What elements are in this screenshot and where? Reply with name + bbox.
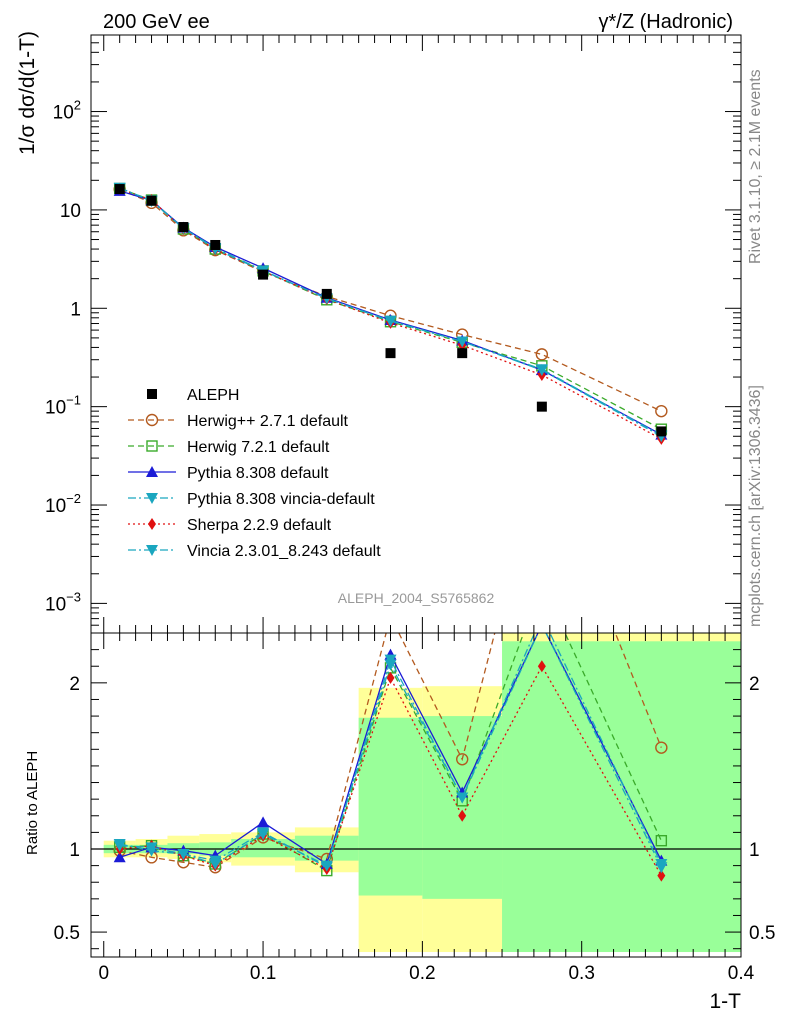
ratio-point: [657, 869, 666, 882]
mc-point: [456, 336, 469, 348]
watermark: ALEPH_2004_S5765862: [338, 590, 495, 606]
ratio-line: [119, 664, 662, 876]
mc-point: [384, 316, 397, 328]
x-tick-label: 0: [98, 963, 109, 984]
ratio-line: [119, 633, 662, 866]
ratio-point: [384, 659, 397, 671]
ratio-point: [655, 741, 668, 754]
legend-marker: [145, 413, 159, 427]
ratio-panel: 0.5 0.5 1 1 2 2 0 0.1 0.2 0.3 0.4 1-T Ratio to ALEPH: [24, 632, 775, 1013]
y-tick-label: 10−2: [45, 491, 81, 517]
side-text-bottom: mcplots.cern.ch [arXiv:1306.3436]: [747, 385, 764, 627]
legend-marker: [146, 545, 158, 556]
data-point: [656, 426, 667, 437]
y-tick-exponent: −2: [66, 491, 81, 506]
mc-point: [535, 348, 549, 361]
y-tick-label: 1: [70, 299, 81, 320]
data-point: [536, 401, 547, 412]
ratio-point: [257, 829, 270, 841]
y-tick-label: 10: [60, 201, 81, 222]
stat-uncertainty-band: [358, 717, 423, 896]
data-point: [146, 195, 157, 206]
legend-label: Pythia 8.308 default: [187, 465, 329, 482]
legend-marker: [146, 466, 158, 477]
legend-marker: [146, 493, 158, 504]
ratio-content: [91, 633, 741, 953]
legend-label: Pythia 8.308 vincia-default: [187, 491, 375, 508]
legend-marker: [147, 389, 157, 399]
data-point: [210, 239, 221, 250]
ratio-point: [537, 660, 546, 673]
y-tick-exponent: −3: [66, 589, 81, 604]
legend-label: Herwig 7.2.1 default: [187, 439, 330, 456]
x-tick-label: 0.2: [409, 963, 435, 984]
ratio-frame: [90, 632, 742, 958]
x-tick-label: 0.4: [728, 963, 755, 984]
ratio-point: [113, 851, 126, 863]
y-tick-label: 10−1: [45, 393, 81, 419]
ratio-line: [119, 633, 662, 869]
mc-point: [655, 404, 668, 418]
main-y-label: 1/σ dσ/d(1-T): [16, 31, 39, 155]
ratio-y-tick-label-right: 0.5: [749, 923, 775, 944]
ratio-y-tick-label-left: 1: [69, 840, 80, 861]
x-tick-label: 0.1: [250, 963, 276, 984]
data-point: [457, 348, 468, 359]
ratio-point: [456, 792, 469, 804]
ratio-y-tick-label-right: 2: [749, 674, 760, 695]
main-panel: 10−3 10−2 10−1 1 10 102 1/σ dσ/d(1-T) ALEPH Herw…: [16, 31, 742, 634]
ratio-y-tick-label-left: 2: [69, 674, 80, 695]
legend-marker: [148, 518, 156, 530]
ratio-point: [145, 842, 158, 854]
ratio-line: [119, 633, 662, 868]
stat-uncertainty-band: [422, 716, 503, 899]
y-tick-label: 102: [53, 98, 81, 124]
side-text-top: Rivet 3.1.10, ≥ 2.1M events: [747, 69, 764, 264]
ratio-point: [320, 860, 333, 872]
header-left: 200 GeV ee: [103, 11, 210, 33]
y-tick-exponent: −1: [66, 393, 81, 408]
ratio-point: [257, 816, 270, 828]
y-tick-label: 10−3: [45, 589, 81, 615]
ratio-y-label: Ratio to ALEPH: [24, 751, 41, 855]
legend-label: Vincia 2.3.01_8.243 default: [187, 543, 381, 560]
data-point: [114, 184, 125, 195]
x-tick-label: 0.3: [568, 963, 594, 984]
legend-label: Herwig++ 2.7.1 default: [187, 413, 349, 430]
legend: ALEPH Herwig++ 2.7.1 default Herwig 7.2.1 …: [128, 387, 381, 560]
y-tick-exponent: 2: [74, 98, 81, 113]
mc-line: [119, 187, 662, 437]
data-point: [178, 222, 189, 233]
ratio-point: [456, 753, 469, 766]
stat-uncertainty-band: [231, 839, 295, 858]
ratio-point: [655, 834, 668, 847]
header-right: γ*/Z (Hadronic): [599, 11, 733, 33]
ratio-point: [113, 840, 126, 852]
x-axis-label: 1-T: [710, 990, 742, 1013]
stat-uncertainty-band: [294, 835, 359, 861]
data-point: [385, 348, 396, 359]
stat-uncertainty-band: [502, 641, 741, 953]
ratio-point: [386, 671, 395, 684]
mc-line: [119, 188, 662, 412]
legend-label: ALEPH: [187, 387, 239, 404]
legend-label: Sherpa 2.2.9 default: [187, 517, 332, 534]
ratio-point: [655, 862, 668, 874]
mc-point: [535, 365, 548, 377]
data-point: [258, 269, 269, 280]
ratio-point: [209, 858, 222, 870]
ratio-y-tick-label-left: 0.5: [54, 923, 80, 944]
ratio-point: [458, 809, 467, 822]
legend-marker: [146, 440, 158, 452]
ratio-point: [177, 848, 190, 860]
ratio-y-tick-label-right: 1: [749, 840, 760, 861]
data-point: [321, 288, 332, 299]
